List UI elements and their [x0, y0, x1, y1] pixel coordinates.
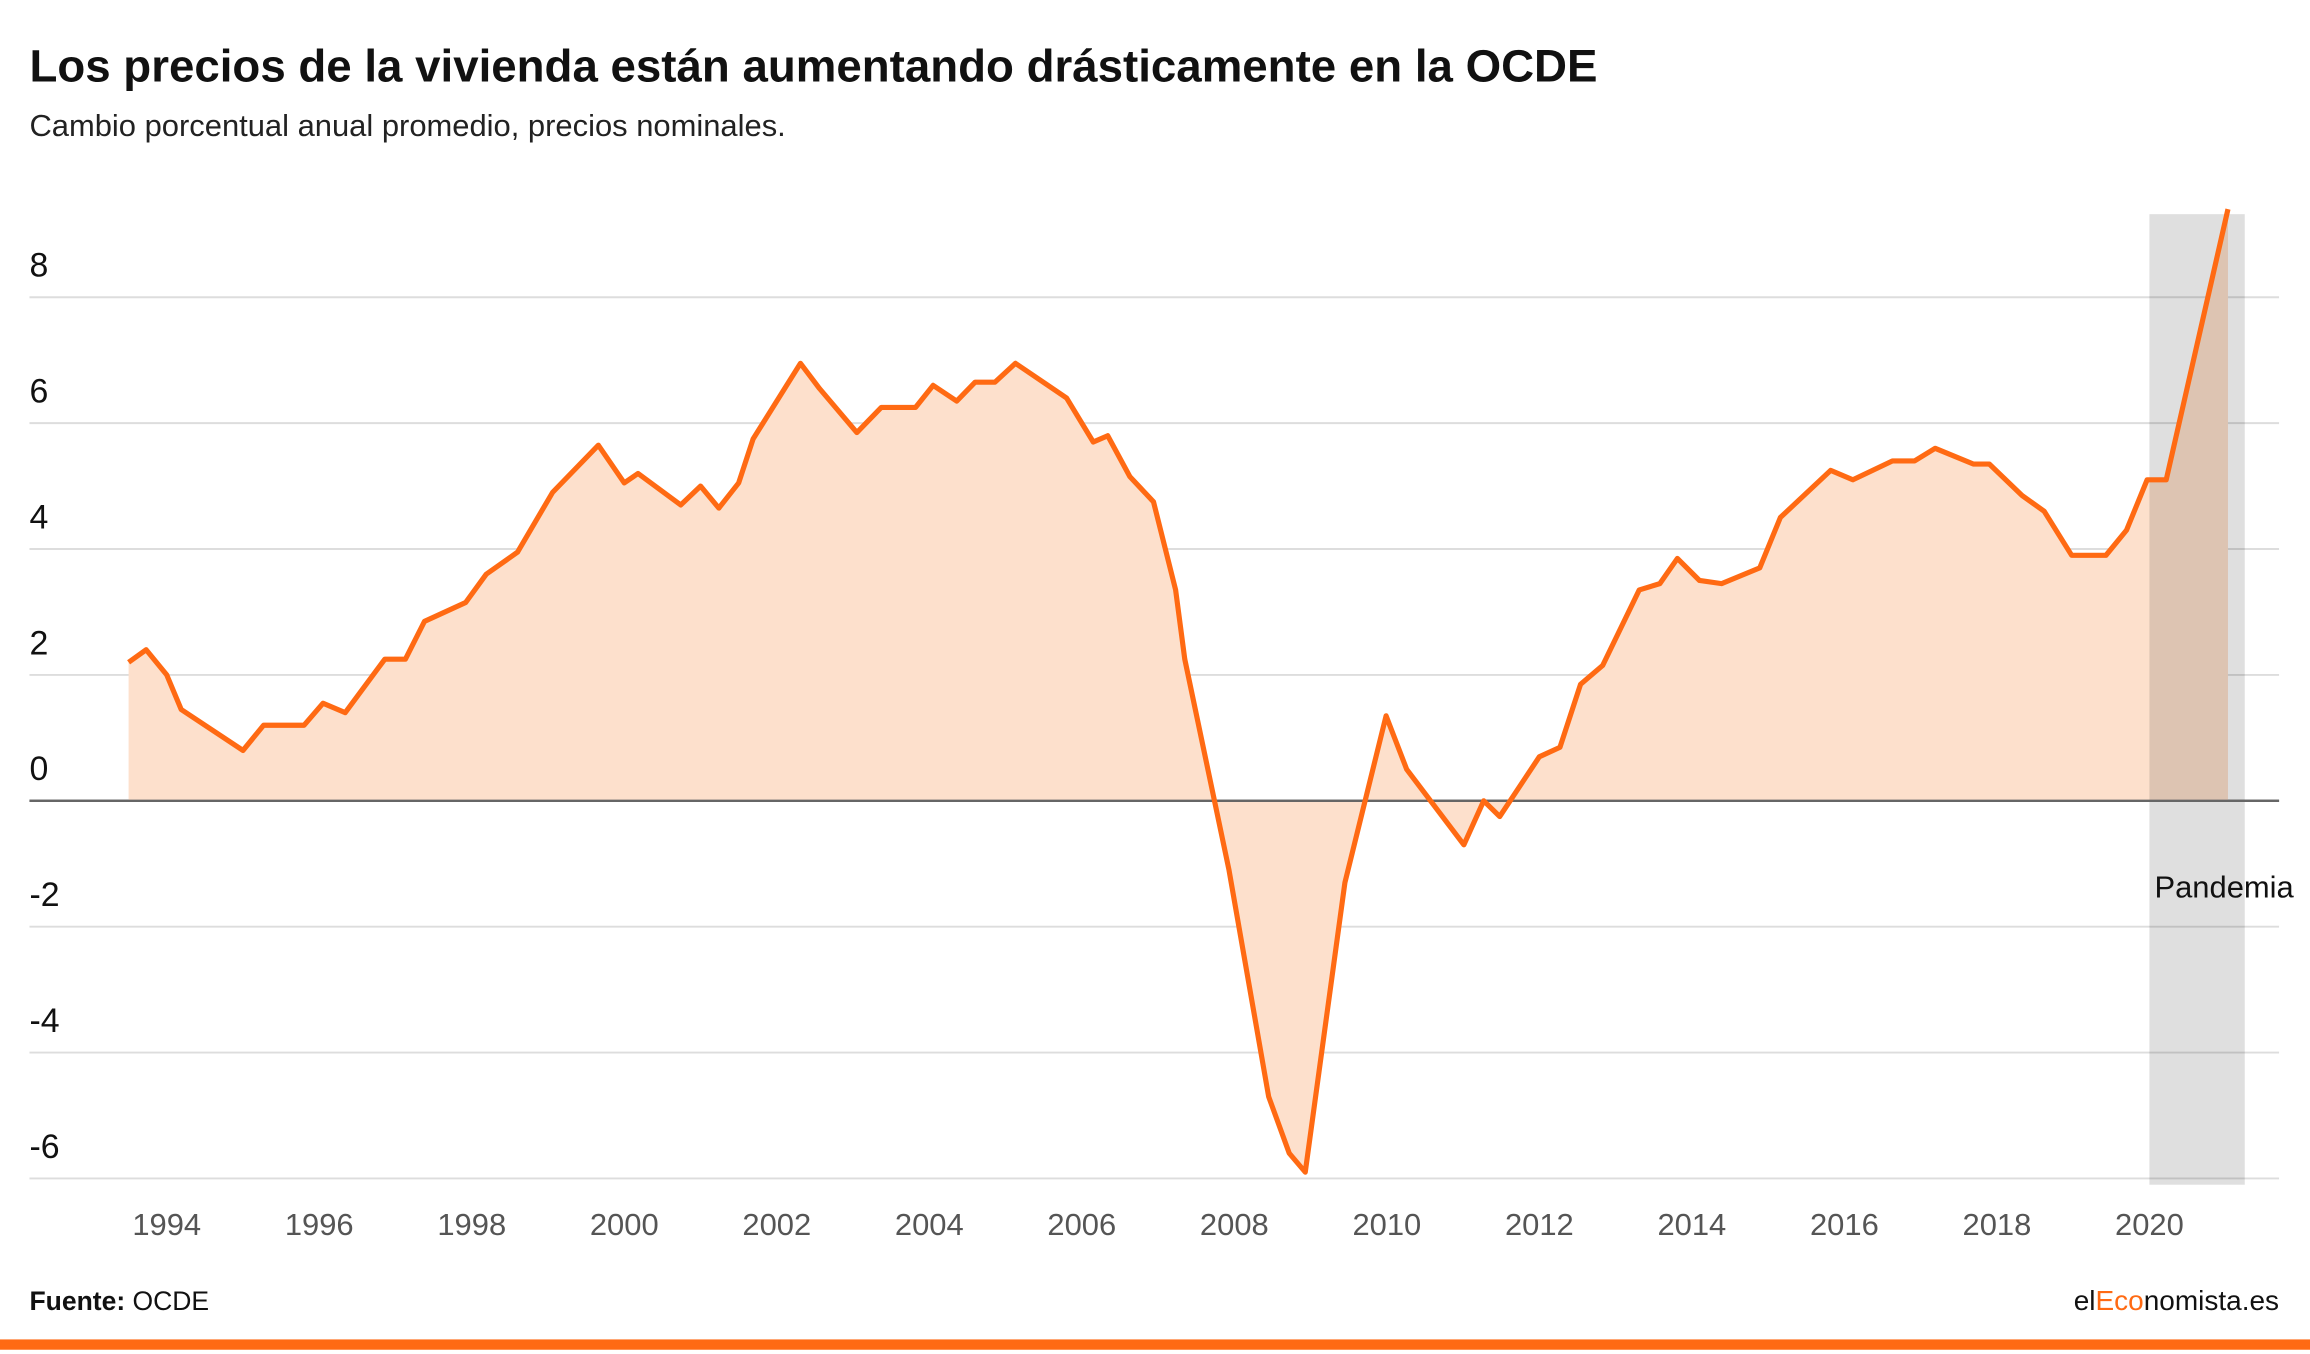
y-tick-label: 4 [29, 498, 48, 536]
shade-band [2149, 214, 2245, 1185]
x-tick-label: 2012 [1505, 1207, 1574, 1242]
x-tick-label: 1994 [132, 1207, 201, 1242]
x-tick-label: 2006 [1047, 1207, 1116, 1242]
x-tick-label: 2010 [1352, 1207, 1421, 1242]
y-tick-label: 8 [29, 247, 48, 285]
y-tick-label: -6 [29, 1128, 59, 1166]
y-tick-label: -4 [29, 1002, 59, 1040]
y-tick-label: 6 [29, 373, 48, 411]
x-tick-label: 2000 [590, 1207, 659, 1242]
brand: elEconomista.es [2074, 1285, 2279, 1316]
x-tick-label: 2016 [1810, 1207, 1879, 1242]
x-tick-label: 2008 [1200, 1207, 1269, 1242]
x-tick-label: 2020 [2115, 1207, 2184, 1242]
x-tick-label: 2014 [1657, 1207, 1726, 1242]
footer-bar [0, 1339, 2310, 1350]
chart-title: Los precios de la vivienda están aumenta… [29, 40, 1597, 91]
source-name: OCDE [133, 1286, 210, 1316]
x-tick-label: 1998 [437, 1207, 506, 1242]
source-label: Fuente: [29, 1286, 125, 1316]
plot-area: -6 -4 -2 0 2 4 6 8 1994 1996 1998 2000 2002 2004 2006 2… [29, 208, 2295, 1242]
line [127, 208, 2231, 1175]
x-tick-label: 2004 [895, 1207, 964, 1242]
area [128, 209, 2228, 1173]
y-tick-label: 2 [29, 624, 48, 662]
y-tick-label: -2 [29, 876, 59, 914]
x-tick-label: 2018 [1963, 1207, 2032, 1242]
brand-part: nomista.es [2144, 1285, 2279, 1316]
x-tick-label: 2002 [742, 1207, 811, 1242]
chart-subtitle: Cambio porcentual anual promedio, precio… [29, 108, 785, 143]
y-tick-label: 0 [29, 750, 48, 788]
source: Fuente: OCDE [29, 1286, 209, 1316]
shade-label: Pandemia [2154, 869, 2294, 904]
brand-part: el [2074, 1285, 2096, 1316]
x-tick-label: 1996 [285, 1207, 354, 1242]
brand-part: Eco [2096, 1285, 2144, 1316]
